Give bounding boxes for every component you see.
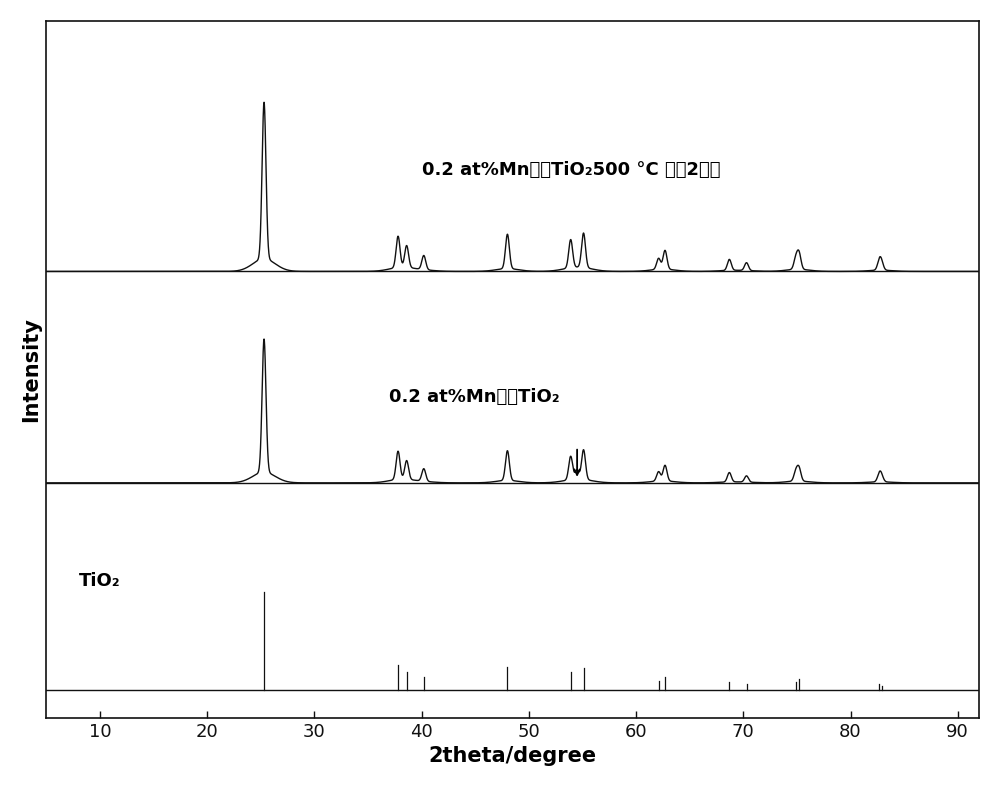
Y-axis label: Intensity: Intensity xyxy=(21,317,41,422)
X-axis label: 2theta/degree: 2theta/degree xyxy=(429,746,597,767)
Bar xyxy=(46,83,979,279)
Text: TiO₂: TiO₂ xyxy=(79,572,120,590)
Bar xyxy=(46,533,979,697)
Text: 0.2 at%Mn掚杂TiO₂500 °C 氮制2小时: 0.2 at%Mn掚杂TiO₂500 °C 氮制2小时 xyxy=(422,161,720,179)
Bar xyxy=(46,319,979,490)
Text: 0.2 at%Mn掚杂TiO₂: 0.2 at%Mn掚杂TiO₂ xyxy=(389,388,560,406)
